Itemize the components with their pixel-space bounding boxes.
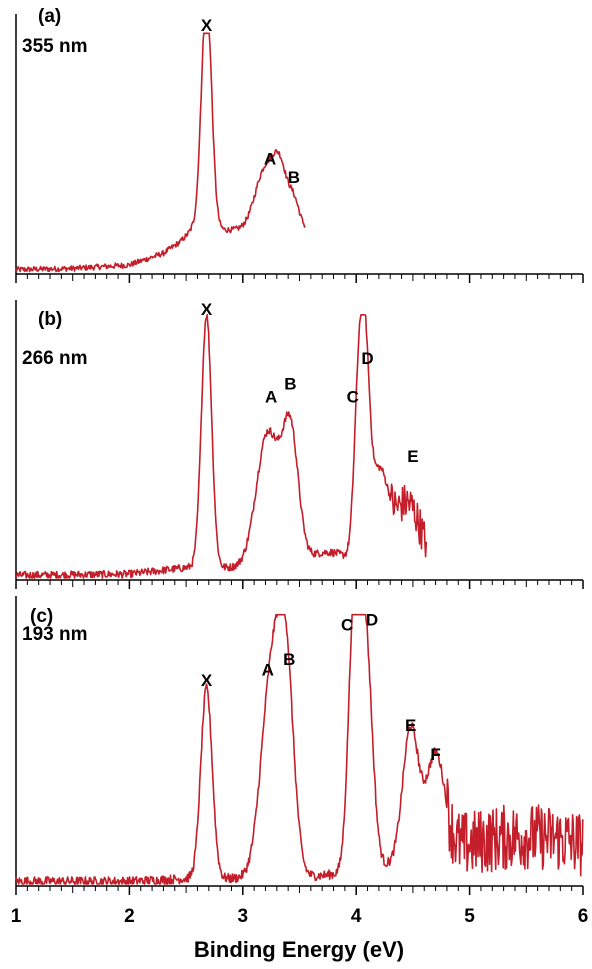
peak-label-c: C [347,388,359,407]
wavelength-label: 193 nm [22,624,87,645]
peak-label-a: A [264,149,276,168]
x-tick-label: 6 [578,906,589,927]
peak-label-e: E [407,447,418,466]
spectrum-line [15,32,306,273]
wavelength-label: 355 nm [22,36,87,57]
peak-label-x: X [201,300,213,319]
peak-label-a: A [265,388,277,407]
peak-label-d: D [361,349,373,368]
peak-label-b: B [283,650,295,669]
peak-label-x: X [201,16,213,35]
spectrum-panel-a: (a) 355 nm X AB [15,6,584,283]
peak-label-a: A [262,660,274,679]
peak-label-b: B [288,168,300,187]
x-axis-title: Binding Energy (eV) [194,937,404,962]
panel-label: (a) [38,6,61,27]
peak-label-c: C [341,616,353,635]
peak-label-x: X [201,671,213,690]
x-tick-label: 3 [238,906,249,927]
spectrum-line [15,613,584,885]
x-tick-label: 5 [464,906,475,927]
peak-label-b: B [284,375,296,394]
x-tick-label: 1 [11,906,22,927]
spectrum-line [15,313,428,579]
peak-label-f: F [430,745,440,764]
x-axis-tick-labels: 1 2 3 4 5 6 [11,906,589,927]
x-tick-label: 2 [124,906,135,927]
wavelength-label: 266 nm [22,348,87,369]
spectrum-panel-b: (b) 266 nm X AB C D E [15,300,584,589]
x-tick-label: 4 [351,906,362,927]
panel-label: (b) [38,309,62,330]
peak-label-e: E [405,716,416,735]
peak-label-d: D [366,610,378,629]
panel-label: (c) [30,606,53,627]
spectrum-panel-c: (c)193 nm X AB C D EF [15,596,584,895]
